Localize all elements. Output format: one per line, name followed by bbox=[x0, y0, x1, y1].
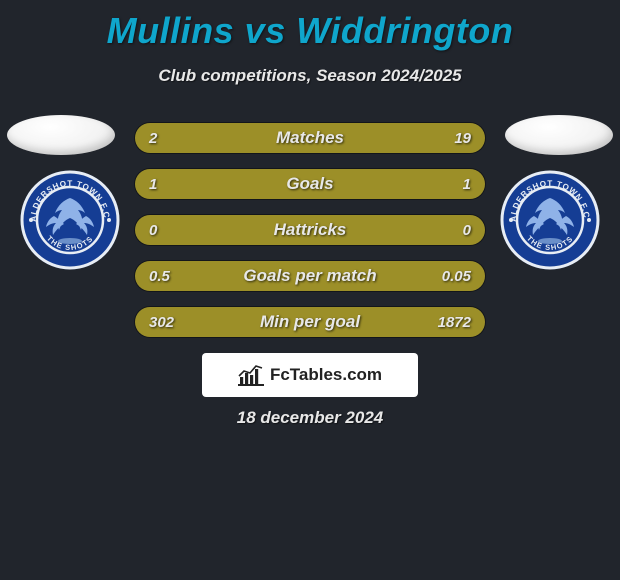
club-crest-right: ALDERSHOT TOWN F.C. THE SHOTS bbox=[500, 170, 600, 270]
stat-label: Goals per match bbox=[135, 261, 485, 291]
brand-badge[interactable]: FcTables.com bbox=[202, 353, 418, 397]
stat-label: Hattricks bbox=[135, 215, 485, 245]
club-crest-left: ALDERSHOT TOWN F.C. THE SHOTS bbox=[20, 170, 120, 270]
chart-icon bbox=[238, 364, 264, 386]
stat-row: 3021872Min per goal bbox=[135, 307, 485, 337]
player-photo-left bbox=[7, 115, 115, 155]
stat-label: Matches bbox=[135, 123, 485, 153]
subtitle: Club competitions, Season 2024/2025 bbox=[0, 66, 620, 86]
brand-text: FcTables.com bbox=[270, 365, 382, 385]
page-title: Mullins vs Widdrington bbox=[0, 0, 620, 52]
stat-row: 219Matches bbox=[135, 123, 485, 153]
stat-row: 00Hattricks bbox=[135, 215, 485, 245]
stat-row: 11Goals bbox=[135, 169, 485, 199]
stats-panel: 219Matches 11Goals 00Hattricks 0.50.05Goals… bbox=[135, 123, 485, 353]
stat-label: Min per goal bbox=[135, 307, 485, 337]
date-label: 18 december 2024 bbox=[0, 408, 620, 428]
player-photo-right bbox=[505, 115, 613, 155]
stat-label: Goals bbox=[135, 169, 485, 199]
stat-row: 0.50.05Goals per match bbox=[135, 261, 485, 291]
